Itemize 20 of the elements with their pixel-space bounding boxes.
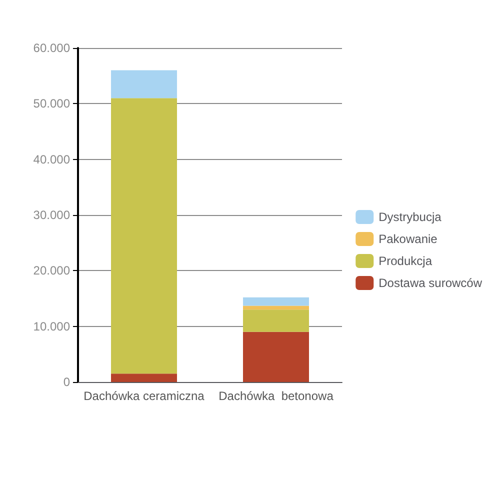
bar (111, 374, 177, 382)
bar (243, 332, 309, 382)
bar (111, 70, 177, 98)
y-tick-label: 0 (63, 375, 70, 389)
legend-label: Pakowanie (378, 232, 438, 246)
y-tick-label: 60.000 (33, 41, 70, 55)
bar (111, 98, 177, 374)
bar (243, 297, 309, 306)
bar (243, 310, 309, 332)
legend-label: Produkcja (378, 254, 432, 268)
y-tick-label: 10.000 (33, 319, 70, 334)
legend-label: Dystrybucja (378, 210, 442, 224)
x-tick-label: Dachówka ceramiczna (84, 389, 205, 403)
y-tick-label: 20.000 (33, 264, 70, 278)
bar (243, 306, 309, 310)
legend-label: Dostawa surowców (378, 276, 482, 290)
y-tick-label: 40.000 (33, 152, 70, 166)
y-tick-label: 50.000 (33, 96, 70, 111)
y-tick-label: 30.000 (33, 208, 70, 222)
x-tick-label: Dachówka betonowa (218, 389, 334, 403)
